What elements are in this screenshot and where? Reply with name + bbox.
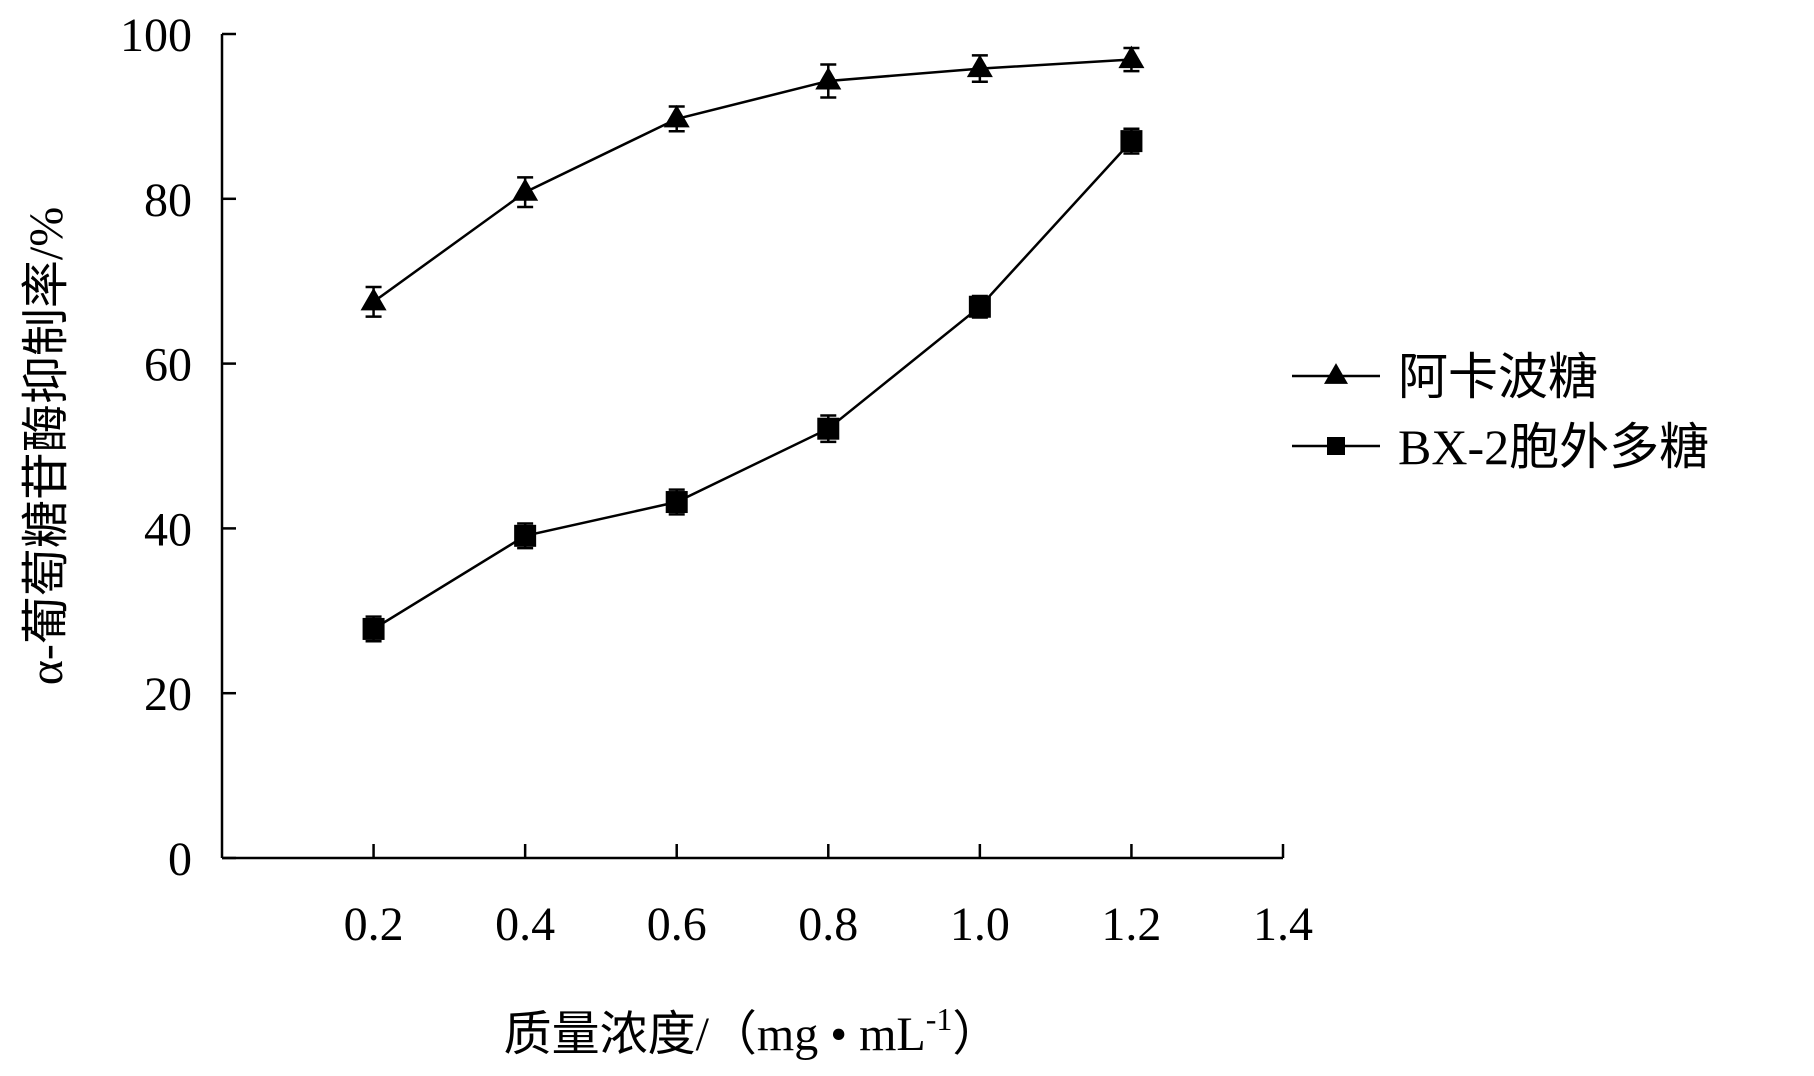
data-point xyxy=(514,524,537,547)
y-tick-label: 20 xyxy=(144,668,192,721)
x-tick-label: 0.8 xyxy=(798,898,858,951)
y-tick-label: 80 xyxy=(144,174,192,227)
x-ticks: 0.2 0.4 0.6 0.8 1.0 1.2 1.4 xyxy=(344,844,1313,951)
series-2 xyxy=(362,127,1143,643)
x-tick-label: 1.2 xyxy=(1101,898,1161,951)
x-tick-label: 0.2 xyxy=(344,898,404,951)
data-point xyxy=(362,617,385,640)
x-axis-label-suffix: ） xyxy=(952,1008,1000,1061)
legend-marker xyxy=(1324,363,1348,384)
legend-item: 阿卡波糖 xyxy=(1292,349,1598,405)
series-line xyxy=(372,58,1132,303)
data-point xyxy=(817,417,840,440)
x-tick-label: 1.0 xyxy=(950,898,1010,951)
y-ticks: 0 20 40 60 80 100 xyxy=(120,9,236,886)
series-1 xyxy=(360,45,1145,318)
data-point xyxy=(512,178,539,201)
series-layer xyxy=(360,45,1145,643)
data-point xyxy=(968,295,991,318)
data-point xyxy=(360,287,387,311)
data-point xyxy=(1120,130,1143,153)
legend-item: BX-2胞外多糖 xyxy=(1292,419,1709,475)
legend: 阿卡波糖 BX-2胞外多糖 xyxy=(1292,349,1709,475)
legend-marker xyxy=(1327,437,1345,455)
legend-label: BX-2胞外多糖 xyxy=(1398,419,1709,475)
y-axis-label: α-葡萄糖苷酶抑制率/% xyxy=(20,207,73,685)
x-axis-label-main: 质量浓度/（mg • mL xyxy=(504,1008,926,1061)
x-tick-label: 0.4 xyxy=(495,898,555,951)
x-tick-label: 1.4 xyxy=(1253,898,1313,951)
x-axis-label: 质量浓度/（mg • mL-1） xyxy=(504,1001,1001,1061)
x-tick-label: 0.6 xyxy=(647,898,707,951)
x-axis-label-superscript: -1 xyxy=(926,1001,953,1037)
series-line xyxy=(372,140,1133,630)
data-point xyxy=(815,67,842,90)
y-tick-label: 100 xyxy=(120,9,192,62)
y-tick-label: 60 xyxy=(144,339,192,392)
data-point xyxy=(1118,45,1145,69)
legend-label: 阿卡波糖 xyxy=(1398,349,1598,405)
y-tick-label: 0 xyxy=(168,833,192,886)
data-point xyxy=(966,54,993,78)
data-point xyxy=(663,104,690,128)
y-tick-label: 40 xyxy=(144,503,192,556)
axes xyxy=(220,34,1283,860)
data-point xyxy=(665,491,688,514)
